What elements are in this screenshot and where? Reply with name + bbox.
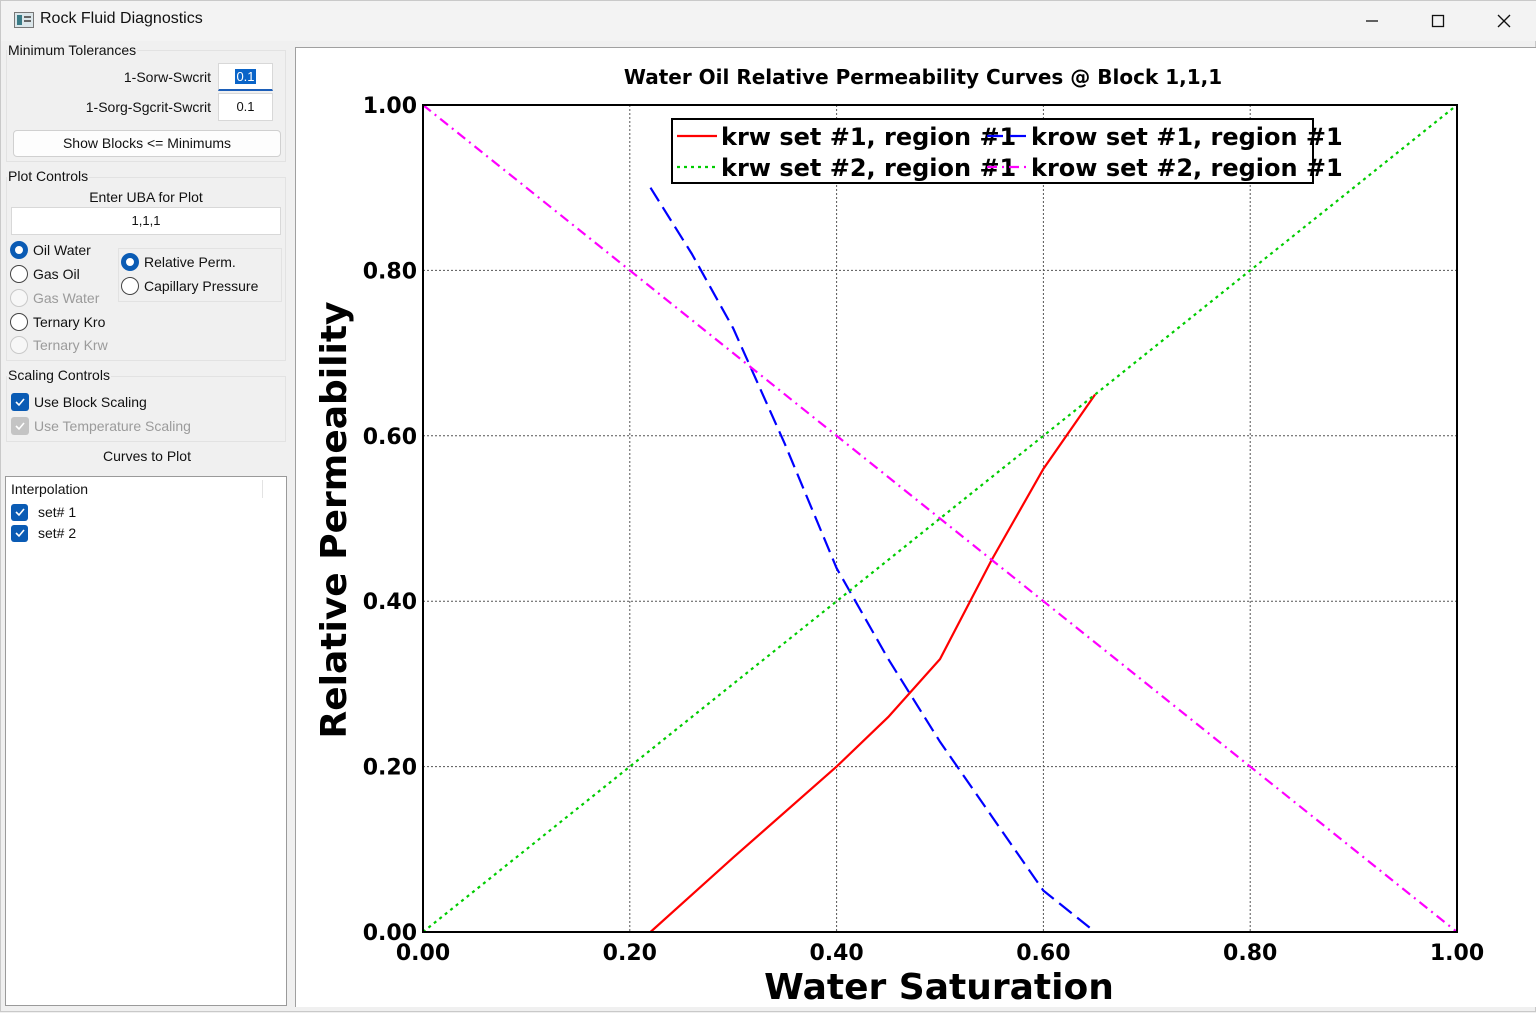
radio-capillary-pressure[interactable]: Capillary Pressure (121, 275, 258, 297)
legend-label: krw set #2, region #1 (721, 154, 1016, 182)
radio-button[interactable] (10, 241, 28, 259)
y-tick-label: 0.60 (363, 425, 417, 450)
scaling-group (6, 376, 286, 442)
close-icon (1497, 14, 1511, 28)
x-tick-label: 0.80 (1223, 941, 1277, 966)
sorw-value: 0.1 (235, 69, 256, 84)
list-item-label: set# 2 (38, 525, 77, 541)
x-tick-label: 0.60 (1016, 941, 1070, 966)
scaling-group-title: Scaling Controls (7, 367, 111, 383)
y-tick-label: 0.40 (363, 590, 417, 615)
check-icon (15, 422, 25, 431)
legend-label: krow set #1, region #1 (1031, 123, 1343, 151)
radio-button (10, 289, 28, 307)
plot-panel[interactable]: Water Oil Relative Permeability Curves @… (295, 47, 1536, 1008)
check-icon (14, 529, 25, 538)
check-icon (14, 508, 25, 517)
radio-ternary-kro[interactable]: Ternary Kro (10, 311, 105, 333)
radio-relative-perm-label: Relative Perm. (144, 254, 236, 270)
temperature-scaling-label: Use Temperature Scaling (34, 418, 191, 434)
x-tick-label: 0.40 (809, 941, 863, 966)
close-button[interactable] (1471, 1, 1536, 41)
checkbox[interactable] (11, 393, 29, 411)
radio-capillary-pressure-label: Capillary Pressure (144, 278, 259, 294)
x-tick-label: 0.00 (396, 941, 450, 966)
radio-oil-water[interactable]: Oil Water (10, 239, 91, 261)
radio-button[interactable] (121, 277, 139, 295)
tolerances-group (6, 50, 286, 162)
plot-controls-group (6, 177, 286, 361)
legend-label: krw set #1, region #1 (721, 123, 1016, 151)
series-line-1 (649, 393, 1097, 933)
radio-button (10, 336, 28, 354)
y-tick-label: 0.00 (363, 921, 417, 946)
radio-button[interactable] (10, 313, 28, 331)
plot-frame (422, 104, 1458, 933)
minimize-button[interactable] (1339, 1, 1405, 41)
control-panel: Minimum Tolerances 1-Sorw-Swcrit 0.1 1-S… (1, 41, 291, 1013)
radio-relative-perm[interactable]: Relative Perm. (121, 251, 236, 273)
block-scaling-label: Use Block Scaling (34, 394, 147, 410)
show-blocks-button[interactable]: Show Blocks <= Minimums (13, 130, 281, 157)
legend-label: krow set #2, region #1 (1031, 154, 1343, 182)
window-title: Rock Fluid Diagnostics (40, 10, 203, 27)
curves-list-header: Interpolation (11, 481, 89, 497)
maximize-button[interactable] (1405, 1, 1471, 41)
title-bar[interactable]: Rock Fluid Diagnostics (1, 1, 1536, 41)
sorg-input[interactable]: 0.1 (218, 93, 273, 121)
radio-ternary-kro-label: Ternary Kro (33, 314, 106, 330)
radio-gas-water-label: Gas Water (33, 290, 100, 306)
radio-oil-water-label: Oil Water (33, 242, 91, 258)
radio-gas-water: Gas Water (10, 287, 99, 309)
maximize-icon (1431, 14, 1445, 28)
x-axis-label: Water Saturation (764, 967, 1114, 1008)
relperm-chart: Water Oil Relative Permeability Curves @… (314, 65, 1484, 1008)
y-axis-label: Relative Permeability (314, 302, 355, 739)
plot-controls-group-title: Plot Controls (7, 168, 90, 184)
x-tick-label: 0.20 (603, 941, 657, 966)
legend: krw set #1, region #1 krow set #1, region… (671, 118, 1343, 184)
radio-gas-oil[interactable]: Gas Oil (10, 263, 80, 285)
chart-title: Water Oil Relative Permeability Curves @… (624, 65, 1222, 89)
series-line-2 (649, 187, 1096, 933)
checkbox (11, 417, 29, 435)
x-tick-label: 1.00 (1430, 941, 1484, 966)
curves-list[interactable]: Interpolation set# 1 set# 2 (5, 476, 287, 1006)
plot-type-group (118, 248, 282, 302)
block-scaling-checkbox[interactable]: Use Block Scaling (11, 391, 147, 413)
check-icon (15, 398, 25, 407)
column-divider[interactable] (262, 480, 263, 498)
checkbox[interactable] (11, 503, 28, 521)
list-item[interactable]: set# 2 (11, 523, 76, 543)
radio-gas-oil-label: Gas Oil (33, 266, 80, 282)
sorw-input[interactable]: 0.1 (218, 63, 273, 91)
y-tick-label: 0.20 (363, 756, 417, 781)
sorw-label: 1-Sorw-Swcrit (123, 69, 211, 85)
curves-title: Curves to Plot (103, 448, 191, 464)
series-line-4 (422, 104, 1458, 933)
radio-button[interactable] (10, 265, 28, 283)
radio-button[interactable] (121, 253, 139, 271)
sorg-value: 0.1 (236, 99, 255, 114)
tolerances-group-title: Minimum Tolerances (7, 42, 138, 58)
sorg-label: 1-Sorg-Sgcrit-Swcrit (85, 99, 211, 115)
uba-label: Enter UBA for Plot (89, 189, 203, 205)
list-item-label: set# 1 (38, 504, 77, 520)
y-tick-label: 1.00 (363, 94, 417, 119)
y-tick-label: 0.80 (363, 259, 417, 284)
checkbox[interactable] (11, 524, 28, 542)
radio-ternary-krw: Ternary Krw (10, 334, 108, 356)
legend-box (671, 118, 1314, 184)
minimize-icon (1366, 20, 1378, 22)
list-item[interactable]: set# 1 (11, 502, 76, 522)
uba-input[interactable]: 1,1,1 (11, 207, 281, 235)
uba-value: 1,1,1 (131, 213, 161, 228)
app-icon (14, 12, 34, 28)
temperature-scaling-checkbox: Use Temperature Scaling (11, 415, 191, 437)
radio-ternary-krw-label: Ternary Krw (33, 337, 108, 353)
